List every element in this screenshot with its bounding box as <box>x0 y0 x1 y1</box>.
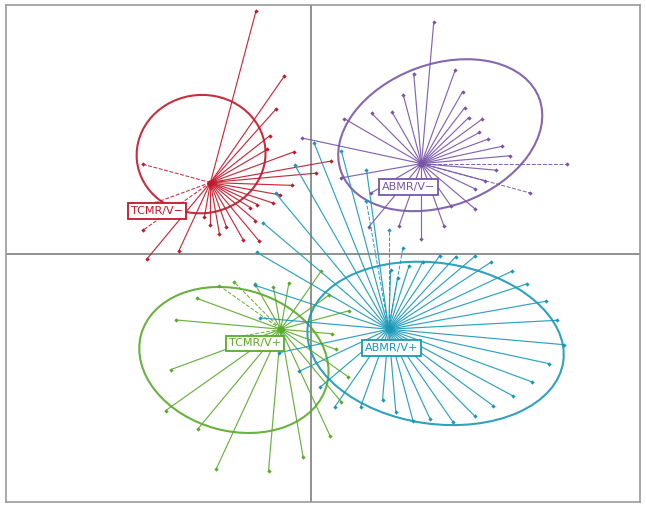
Text: ABMR/V−: ABMR/V− <box>382 182 435 192</box>
Text: ABMR/V+: ABMR/V+ <box>365 343 419 353</box>
Text: TCMR/V+: TCMR/V+ <box>229 338 281 348</box>
Text: TCMR/V−: TCMR/V− <box>130 206 183 216</box>
